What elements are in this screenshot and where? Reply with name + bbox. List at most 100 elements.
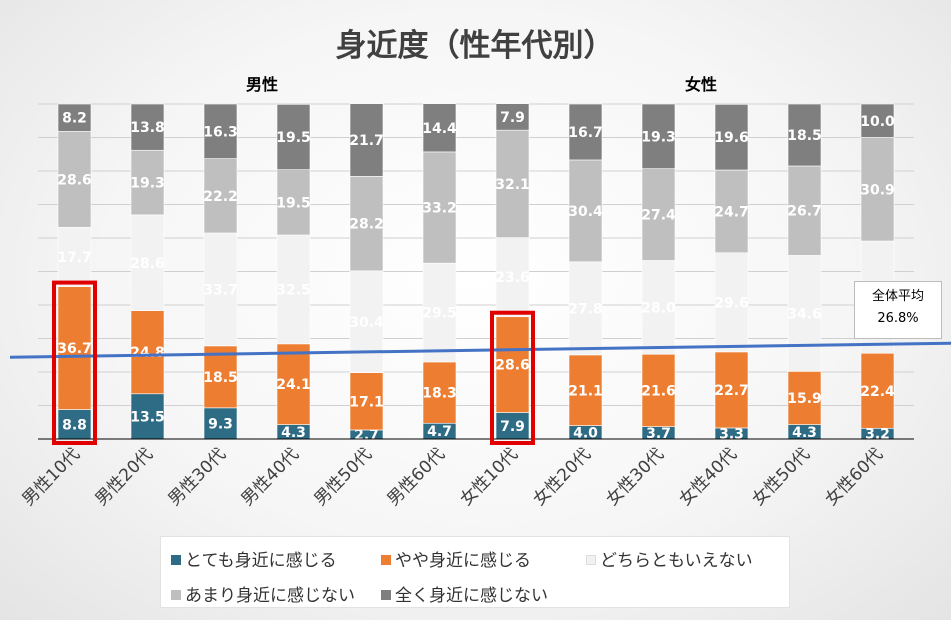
x-tick-label: 女性10代 — [457, 444, 523, 510]
bar-segment — [130, 393, 165, 440]
data-label: 30.4 — [349, 315, 384, 331]
bar-segment — [422, 151, 457, 264]
bar-segment — [130, 149, 165, 216]
bar-segment — [568, 261, 603, 356]
data-label: 18.3 — [422, 386, 457, 402]
data-label: 7.9 — [500, 110, 525, 126]
bar-segment — [787, 103, 822, 167]
legend-label: あまり身近に感じない — [185, 586, 355, 606]
data-label: 19.5 — [276, 130, 311, 146]
gridlines — [38, 103, 914, 440]
bar-segment — [57, 286, 92, 410]
data-label: 3.3 — [719, 426, 744, 442]
data-label: 27.8 — [568, 301, 603, 317]
bars: 8.8 36.7 17.7 28.6 8.2 13.5 24.8 28.6 19.3 13.8 9.… — [9, 103, 951, 446]
data-label: 9.3 — [208, 416, 233, 432]
bar-segment — [787, 165, 822, 256]
bar-segment — [276, 169, 311, 236]
data-label: 4.3 — [792, 425, 817, 441]
data-label: 30.4 — [568, 204, 603, 220]
legend-label: どちらともいえない — [600, 551, 753, 571]
bar-segment — [349, 372, 384, 431]
data-label: 13.8 — [130, 120, 165, 136]
bar-segment — [495, 129, 530, 238]
data-label: 22.7 — [714, 383, 749, 399]
data-label: 28.6 — [57, 172, 92, 188]
legend-label: 全く身近に感じない — [395, 586, 548, 606]
legend-swatch — [586, 555, 596, 565]
data-label: 19.6 — [714, 130, 749, 146]
x-tick-label: 男性60代 — [384, 444, 450, 510]
data-label: 36.7 — [57, 341, 92, 357]
average-label: 全体平均 — [871, 289, 924, 304]
data-label: 14.4 — [422, 121, 457, 137]
data-label: 21.6 — [641, 383, 676, 399]
bar-segment — [787, 371, 822, 425]
x-axis-labels: 男性10代 男性20代 男性30代 男性40代 男性50代 男性60代 女性10代 女性20代… — [19, 444, 888, 510]
x-tick-label: 男性30代 — [165, 444, 231, 510]
data-label: 7.9 — [500, 419, 525, 435]
data-label: 28.0 — [641, 300, 676, 316]
bar-segment — [714, 252, 749, 353]
bar-segment — [57, 409, 92, 440]
data-label: 18.5 — [203, 370, 238, 386]
x-tick-label: 女性60代 — [822, 444, 888, 510]
bar-segment — [641, 260, 676, 355]
group-label-female: 女性 — [685, 75, 717, 94]
average-value: 26.8% — [877, 311, 919, 326]
x-tick-label: 男性10代 — [19, 444, 85, 510]
data-label: 32.1 — [495, 177, 530, 193]
data-label: 24.1 — [276, 377, 311, 393]
legend-item: あまり身近に感じない — [171, 581, 355, 606]
bar-segment — [276, 234, 311, 345]
legend: とても身近に感じる やや身近に感じる どちらともいえない あまり身近に感じない … — [160, 536, 790, 608]
bar-segment — [641, 103, 676, 169]
data-label: 19.3 — [130, 176, 165, 192]
legend-label: やや身近に感じる — [395, 551, 531, 571]
highlight-box — [52, 280, 97, 446]
data-label: 16.3 — [203, 124, 238, 140]
chart-title: 身近度（性年代別） — [336, 28, 615, 64]
x-tick-label: 女性40代 — [676, 444, 742, 510]
data-label: 10.0 — [860, 114, 895, 130]
legend-swatch — [171, 590, 181, 600]
legend-swatch — [171, 555, 181, 565]
data-label: 34.6 — [787, 306, 822, 322]
bar-segment — [568, 103, 603, 161]
data-label: 28.6 — [130, 256, 165, 272]
bar-segment — [203, 232, 238, 347]
data-label: 19.5 — [276, 195, 311, 211]
x-tick-label: 男性50代 — [311, 444, 377, 510]
data-label: 4.7 — [427, 424, 452, 440]
bar-segment — [495, 103, 530, 131]
bar-segment — [714, 351, 749, 429]
data-label: 22.4 — [860, 384, 895, 400]
bar-segment — [714, 104, 749, 171]
data-label: 4.3 — [281, 425, 306, 441]
bar-segment — [641, 353, 676, 427]
data-label: 16.7 — [568, 125, 603, 141]
x-tick-label: 男性40代 — [238, 444, 304, 510]
data-label: 18.5 — [787, 128, 822, 144]
data-label: 29.5 — [422, 306, 457, 322]
bar-segment — [714, 169, 749, 254]
bar-segment — [130, 310, 165, 395]
legend-item: やや身近に感じる — [381, 546, 531, 571]
bar-segment — [57, 103, 92, 132]
bar-segment — [495, 412, 530, 440]
legend-item: とても身近に感じる — [171, 546, 337, 571]
average-callout: 全体平均 26.8% — [854, 281, 942, 339]
data-label: 30.9 — [860, 182, 895, 198]
bar-segment — [203, 158, 238, 234]
x-tick-label: 男性20代 — [92, 444, 158, 510]
legend-item: どちらともいえない — [586, 546, 753, 571]
bar-segment — [422, 262, 457, 363]
legend-label: とても身近に感じる — [185, 551, 337, 571]
data-label: 17.1 — [349, 394, 384, 410]
data-label: 33.2 — [422, 201, 457, 217]
x-tick-label: 女性30代 — [603, 444, 669, 510]
bar-segment — [860, 103, 895, 138]
group-label-male: 男性 — [246, 75, 278, 94]
bar-segment — [641, 168, 676, 261]
data-label: 22.2 — [203, 189, 238, 205]
